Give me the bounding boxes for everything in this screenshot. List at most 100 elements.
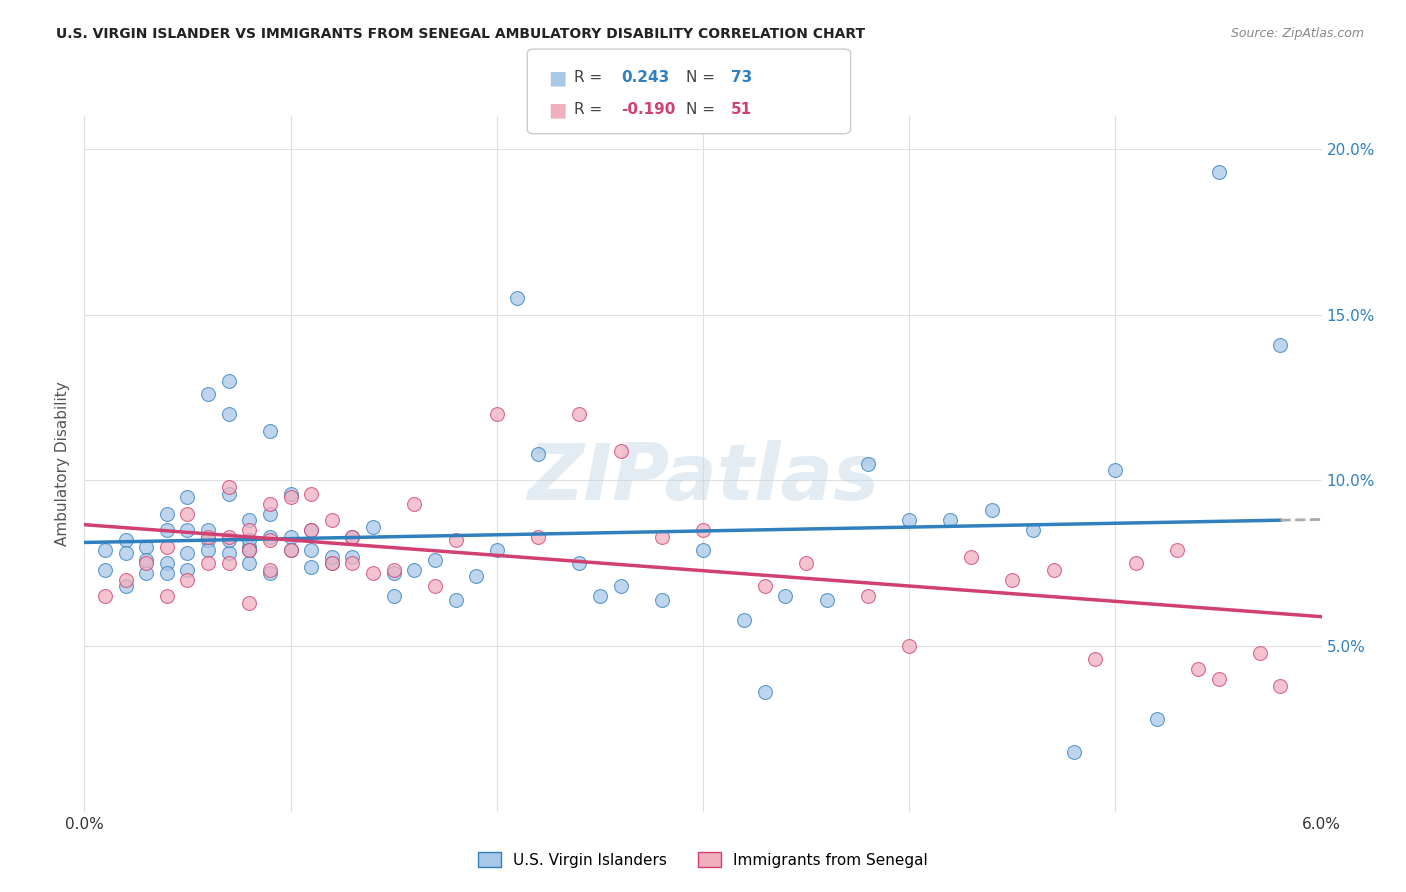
Point [156, 590, 179, 604]
Point [259, 563, 281, 577]
Point [176, 523, 198, 537]
Point [485, 543, 508, 558]
Point [1104, 463, 1126, 477]
Point [1187, 662, 1209, 676]
Point [1146, 712, 1168, 726]
Y-axis label: Ambulatory Disability: Ambulatory Disability [55, 382, 70, 546]
Point [775, 590, 797, 604]
Text: N =: N = [686, 70, 720, 85]
Point [280, 543, 302, 558]
Point [754, 579, 776, 593]
Point [197, 543, 219, 558]
Point [960, 549, 983, 564]
Point [94, 543, 117, 558]
Point [114, 533, 136, 547]
Point [856, 590, 879, 604]
Point [218, 374, 240, 388]
Point [299, 486, 322, 500]
Point [1125, 556, 1147, 570]
Point [280, 486, 302, 500]
Point [794, 556, 817, 570]
Point [609, 579, 631, 593]
Point [259, 530, 281, 544]
Point [321, 549, 343, 564]
Point [176, 563, 198, 577]
Point [238, 543, 260, 558]
Point [156, 507, 179, 521]
Text: R =: R = [574, 103, 607, 117]
Point [299, 523, 322, 537]
Point [342, 556, 364, 570]
Point [218, 533, 240, 547]
Point [156, 566, 179, 581]
Point [1270, 337, 1292, 351]
Point [156, 540, 179, 554]
Point [197, 387, 219, 401]
Point [856, 457, 879, 471]
Point [218, 407, 240, 421]
Point [321, 513, 343, 527]
Point [589, 590, 612, 604]
Point [444, 592, 467, 607]
Point [342, 549, 364, 564]
Point [321, 556, 343, 570]
Point [1022, 523, 1045, 537]
Point [197, 530, 219, 544]
Point [404, 497, 426, 511]
Point [361, 566, 384, 581]
Point [651, 530, 673, 544]
Point [568, 556, 591, 570]
Point [1166, 543, 1188, 558]
Point [939, 513, 962, 527]
Point [444, 533, 467, 547]
Text: R =: R = [574, 70, 607, 85]
Point [238, 540, 260, 554]
Point [651, 592, 673, 607]
Point [1063, 745, 1085, 759]
Point [692, 543, 714, 558]
Legend: U.S. Virgin Islanders, Immigrants from Senegal: U.S. Virgin Islanders, Immigrants from S… [472, 846, 934, 873]
Point [218, 546, 240, 560]
Point [382, 563, 405, 577]
Point [94, 590, 117, 604]
Point [156, 556, 179, 570]
Point [218, 556, 240, 570]
Point [898, 639, 921, 653]
Point [1270, 679, 1292, 693]
Text: 73: 73 [731, 70, 752, 85]
Point [176, 490, 198, 504]
Text: N =: N = [686, 103, 720, 117]
Point [156, 523, 179, 537]
Point [382, 566, 405, 581]
Point [299, 559, 322, 574]
Text: ■: ■ [548, 100, 567, 120]
Point [197, 556, 219, 570]
Point [733, 613, 755, 627]
Point [280, 543, 302, 558]
Point [361, 520, 384, 534]
Point [238, 556, 260, 570]
Point [506, 291, 529, 305]
Point [259, 507, 281, 521]
Point [135, 540, 157, 554]
Point [1042, 563, 1064, 577]
Point [280, 530, 302, 544]
Point [238, 543, 260, 558]
Point [342, 530, 364, 544]
Point [259, 533, 281, 547]
Point [238, 533, 260, 547]
Point [176, 573, 198, 587]
Point [176, 546, 198, 560]
Point [114, 579, 136, 593]
Point [692, 523, 714, 537]
Point [238, 523, 260, 537]
Point [404, 563, 426, 577]
Point [114, 573, 136, 587]
Point [980, 503, 1002, 517]
Point [114, 546, 136, 560]
Text: -0.190: -0.190 [621, 103, 676, 117]
Point [485, 407, 508, 421]
Text: U.S. VIRGIN ISLANDER VS IMMIGRANTS FROM SENEGAL AMBULATORY DISABILITY CORRELATIO: U.S. VIRGIN ISLANDER VS IMMIGRANTS FROM … [56, 27, 865, 41]
Point [527, 530, 550, 544]
Point [609, 443, 631, 458]
